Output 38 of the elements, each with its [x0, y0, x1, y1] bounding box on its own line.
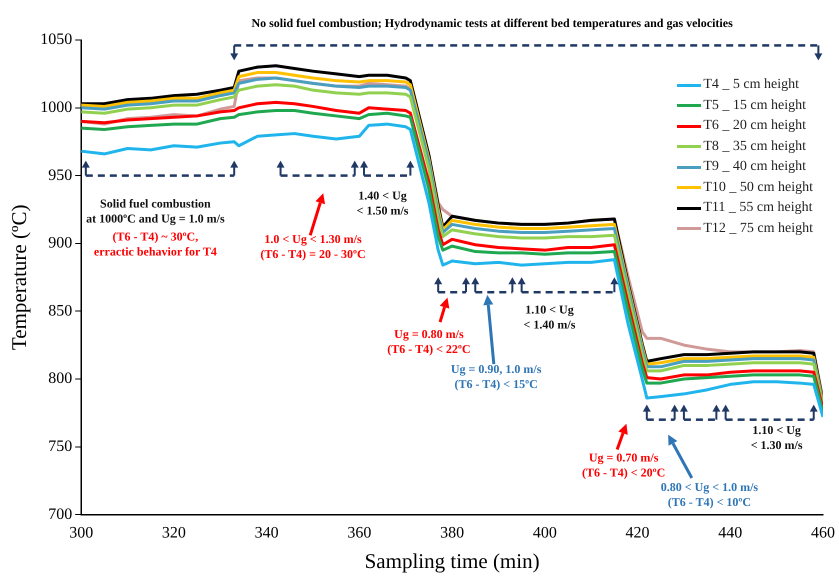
legend-label: T11 _ 55 cm height	[703, 200, 812, 216]
annotation: Ug = 0.80 m/s (T6 - T4) < 22ºC	[387, 326, 471, 356]
annotation: 0.80 < Ug < 1.0 m/s (T6 - T4) < 10ºC	[660, 480, 758, 510]
x-tick-label: 440	[718, 524, 742, 542]
annotation: (T6 - T4) ~ 30ºC, erractic behavior for T4	[94, 229, 217, 258]
x-tick-label: 320	[162, 524, 186, 542]
x-tick-label: 420	[626, 524, 650, 542]
x-tick-label: 360	[347, 524, 372, 542]
annotation: 1.10 < Ug < 1.30 m/s	[750, 423, 803, 452]
y-tick-label: 750	[48, 438, 72, 456]
legend-label: T12 _ 75 cm height	[703, 220, 813, 237]
x-tick-label: 380	[440, 524, 464, 542]
y-tick-label: 800	[48, 370, 72, 388]
x-tick-label: 340	[254, 524, 279, 542]
annotation: 1.10 < Ug < 1.40 m/s	[524, 302, 576, 332]
legend-label: T9 _ 40 cm height	[703, 159, 806, 176]
x-axis-title: Sampling time (min)	[364, 548, 540, 573]
annotation: 1.0 < Ug < 1.30 m/s (T6 - T4) = 20 - 30ºC	[260, 232, 366, 261]
legend-label: T4 _ 5 cm height	[703, 77, 799, 94]
legend-label: T10 _ 50 cm height	[703, 180, 813, 196]
legend-label: T6 _ 20 cm height	[703, 118, 806, 134]
x-tick-label: 300	[69, 524, 94, 542]
y-tick-label: 1050	[40, 31, 72, 48]
y-tick-label: 700	[48, 506, 72, 523]
annotation: 1.40 < Ug < 1.50 m/s	[356, 188, 409, 218]
legend-label: T5 _ 15 cm height	[703, 98, 806, 114]
annotation: Ug = 0.90, 1.0 m/s (T6 - T4) < 15ºC	[450, 362, 542, 392]
text: No solid fuel combustion; Hydrodynamic tests at different bed temperatures and gas velocities	[251, 16, 734, 30]
legend-label: T8 _ 35 cm height	[703, 138, 806, 155]
annotation: Solid fuel combustion at 1000ºC and Ug = 1.0 m/s	[86, 196, 225, 226]
y-tick-label: 900	[48, 234, 72, 252]
y-tick-label: 1000	[40, 99, 72, 116]
x-tick-label: 460	[811, 524, 835, 542]
y-axis-title: Temperature (ºC)	[7, 204, 32, 350]
x-tick-label: 400	[532, 524, 557, 542]
annotation: Ug = 0.70 m/s (T6 - T4) < 20ºC	[582, 450, 666, 480]
y-tick-label: 850	[48, 302, 72, 320]
y-tick-label: 950	[48, 166, 72, 184]
